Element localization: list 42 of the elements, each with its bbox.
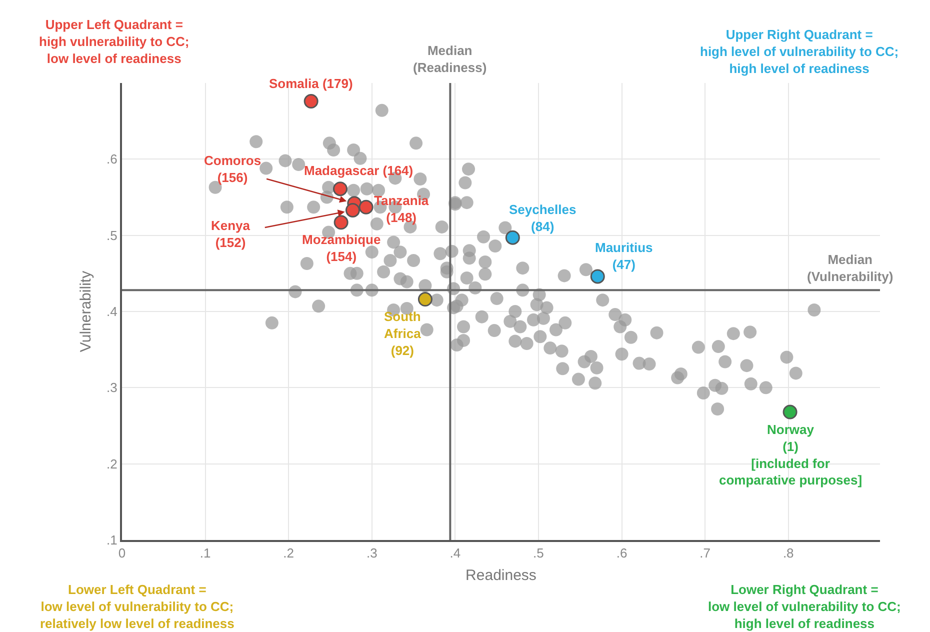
y-tick-label: .3 — [106, 380, 118, 396]
x-tick-label: .8 — [782, 546, 794, 561]
y-tick-label: .1 — [106, 532, 118, 548]
series-label: Seychelles (84) — [509, 202, 576, 234]
x-tick-label: .2 — [283, 546, 294, 561]
text: Comoros (156) — [204, 153, 262, 185]
x-tick-label: .3 — [366, 546, 378, 561]
point — [332, 182, 348, 196]
text: Upper Right Quadrant = high level of vulnerability to CC; high level of readiness — [700, 27, 899, 76]
series-label: Mozambique (154) — [302, 232, 381, 264]
y-axis-title: Vulnerability — [77, 270, 94, 352]
series-label: Mauritius (47) — [595, 240, 653, 272]
point — [304, 94, 318, 109]
x-tick-label: .1 — [200, 546, 211, 561]
point — [782, 404, 798, 420]
ref-line-label: Median (Vulnerability) — [807, 252, 894, 284]
series-label: South Africa (92) — [384, 309, 422, 358]
point — [358, 200, 374, 214]
series-label: Tanzania (148) — [374, 193, 430, 225]
series-label: Somalia (179) — [269, 76, 353, 91]
text: Lower Right Quadrant = low level of vulnerability to CC; high level of readiness — [708, 582, 901, 631]
point — [505, 230, 520, 245]
text: Kenya (152) — [211, 218, 251, 250]
text: Norway (1) [included for comparative purposes] — [719, 422, 862, 488]
y-tick-label: .6 — [106, 152, 118, 167]
x-tick-label: .7 — [700, 546, 710, 561]
point — [418, 292, 432, 307]
ref-line-label: Median (Readiness) — [413, 43, 487, 75]
x-tick-label: .6 — [616, 546, 628, 561]
x-tick-label: 0 — [118, 546, 126, 561]
text: Upper Left Quadrant = high vulnerability to CC; low level of readiness — [39, 17, 190, 66]
y-tick-label: .5 — [106, 228, 118, 243]
y-tick-label: .4 — [106, 304, 118, 320]
y-tick-label: .2 — [106, 456, 118, 472]
text: Lower Left Quadrant = low level of vulnerability to CC; relatively low level of readiness — [40, 582, 234, 631]
point — [334, 215, 348, 230]
x-tick-label: .4 — [450, 546, 461, 561]
x-axis-title: Readiness — [466, 567, 536, 584]
x-tick-label: .5 — [533, 546, 544, 561]
point — [590, 269, 605, 284]
series-label: Madagascar (164) — [304, 163, 414, 178]
point — [345, 202, 360, 218]
